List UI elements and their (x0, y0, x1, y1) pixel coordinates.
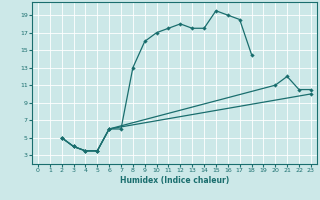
X-axis label: Humidex (Indice chaleur): Humidex (Indice chaleur) (120, 176, 229, 185)
